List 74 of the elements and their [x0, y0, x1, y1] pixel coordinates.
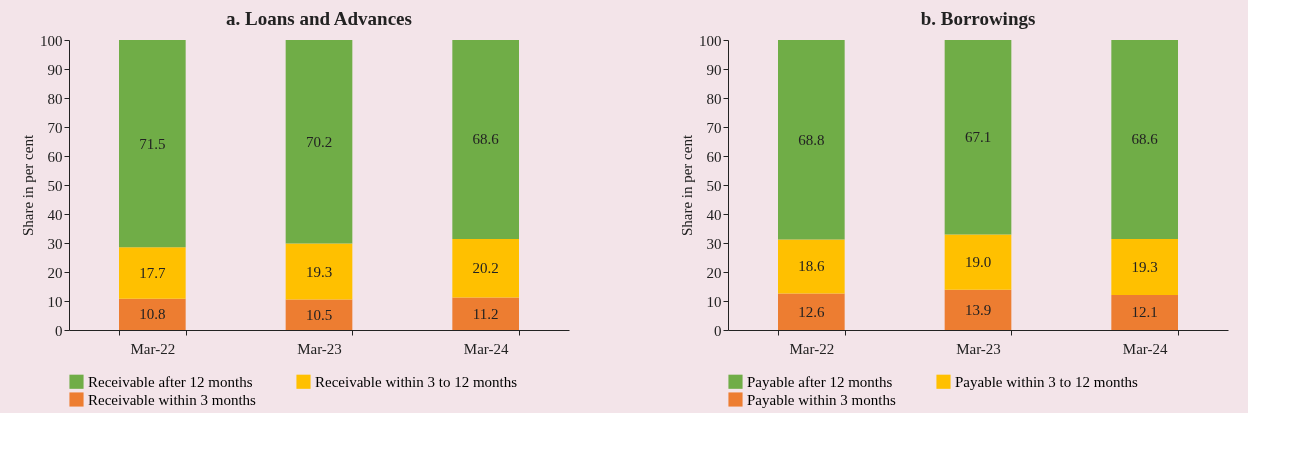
y-tick-label: 80 [706, 90, 722, 107]
x-tick-label: Mar-22 [130, 340, 176, 357]
y-tick-label: 0 [55, 322, 63, 339]
data-label: 13.9 [964, 301, 992, 318]
data-label: 68.6 [1131, 131, 1159, 148]
y-tick-label: 50 [47, 177, 63, 194]
data-label: 20.2 [472, 260, 499, 277]
y-tick-label: 30 [706, 235, 722, 252]
y-tick-label: 40 [706, 206, 722, 223]
data-label: 12.6 [798, 303, 825, 320]
data-label: 67.1 [964, 129, 992, 146]
legend-label: Payable within 3 months [747, 391, 896, 408]
bar [1111, 294, 1178, 330]
y-tick-label: 80 [47, 90, 63, 107]
bar [452, 40, 519, 239]
data-label: 19.3 [1131, 258, 1158, 275]
data-label: 10.8 [139, 306, 166, 323]
bar [452, 297, 519, 330]
bar [778, 40, 845, 240]
data-label: 71.5 [139, 135, 166, 152]
bar [778, 293, 845, 330]
bar [1111, 238, 1178, 295]
bar [944, 289, 1012, 330]
y-tick-label: 90 [47, 61, 63, 78]
bar [285, 243, 353, 300]
y-tick-label: 70 [47, 119, 63, 136]
y-tick-label: 60 [706, 148, 722, 165]
bar [1111, 40, 1178, 239]
data-label: 11.2 [472, 305, 499, 322]
y-tick-label: 20 [47, 264, 63, 281]
x-tick-label: Mar-24 [463, 340, 510, 357]
y-axis-title: Share in per cent [20, 134, 36, 237]
y-tick-label: 0 [714, 322, 722, 339]
bar [944, 234, 1012, 290]
y-tick-label: 60 [47, 148, 63, 165]
bar [452, 238, 519, 298]
y-tick-label: 40 [47, 206, 63, 223]
chart-title: a. Loans and Advances [226, 8, 412, 29]
chart-title: b. Borrowings [920, 8, 1036, 29]
y-tick-label: 10 [47, 293, 63, 310]
data-label: 18.6 [798, 258, 825, 275]
bar [285, 299, 353, 330]
y-tick-label: 100 [40, 32, 63, 49]
x-tick-label: Mar-24 [1122, 340, 1169, 357]
y-tick-label: 90 [706, 61, 722, 78]
bar [285, 40, 353, 244]
legend-label: Payable within 3 to 12 months [955, 373, 1139, 390]
data-label: 17.7 [139, 265, 166, 282]
data-label: 68.6 [472, 131, 500, 148]
x-tick-label: Mar-23 [956, 340, 1001, 357]
legend-label: Payable after 12 months [747, 373, 893, 390]
bar [778, 239, 845, 294]
y-axis-title: Share in per cent [679, 134, 695, 237]
y-tick-label: 30 [47, 235, 63, 252]
data-label: 10.5 [305, 306, 333, 323]
data-label: 70.2 [305, 133, 333, 150]
y-tick-label: 70 [706, 119, 722, 136]
bar [119, 40, 186, 248]
bar [119, 298, 186, 330]
x-tick-label: Mar-23 [297, 340, 342, 357]
y-tick-label: 50 [706, 177, 722, 194]
legend-label: Receivable after 12 months [88, 373, 253, 390]
bar [119, 247, 186, 299]
data-label: 12.1 [1131, 304, 1158, 321]
y-tick-label: 10 [706, 293, 722, 310]
data-label: 68.8 [798, 131, 825, 148]
data-label: 19.3 [305, 263, 333, 280]
legend-label: Receivable within 3 months [88, 391, 257, 408]
legend-label: Receivable within 3 to 12 months [315, 373, 518, 390]
x-tick-label: Mar-22 [789, 340, 835, 357]
y-tick-label: 20 [706, 264, 722, 281]
data-label: 19.0 [964, 254, 992, 271]
bar [944, 40, 1012, 235]
y-tick-label: 100 [699, 32, 722, 49]
